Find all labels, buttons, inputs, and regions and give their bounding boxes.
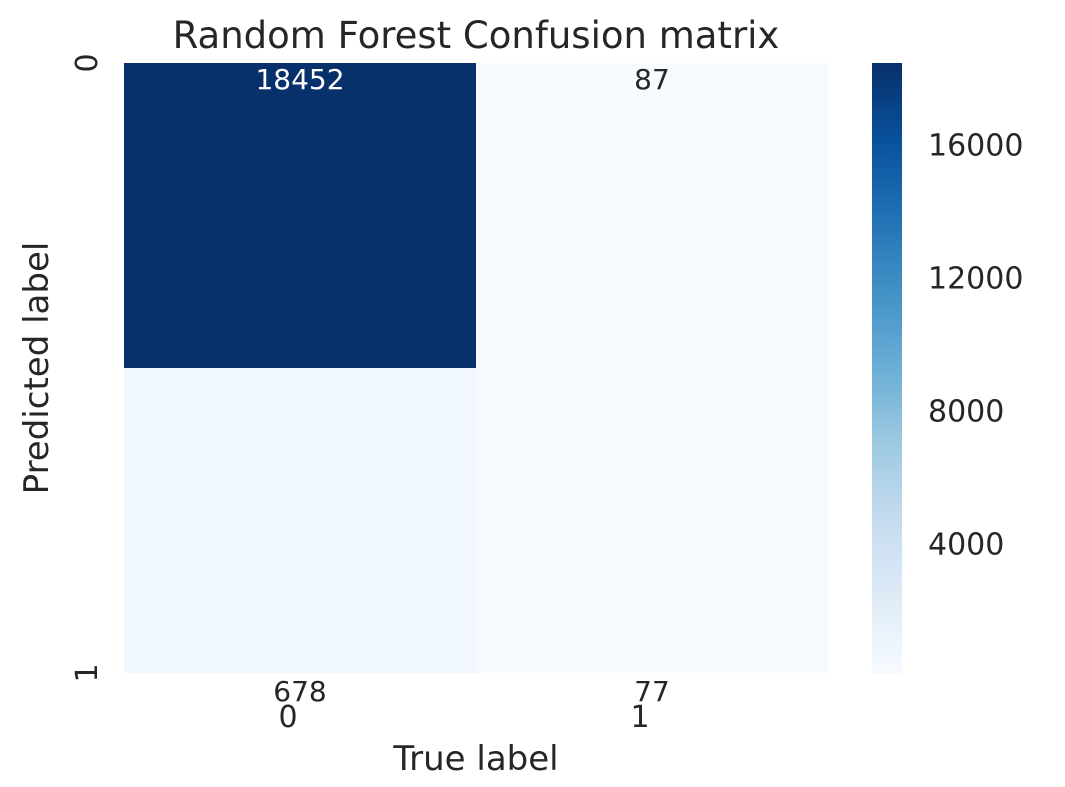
heatmap-cells	[124, 63, 828, 673]
cell-value-label: 87	[634, 63, 670, 96]
cell-value-label: 77	[634, 675, 670, 708]
y-tick-label: 0	[70, 53, 105, 72]
heatmap-cell	[124, 368, 476, 673]
chart-title: Random Forest Confusion matrix	[173, 14, 780, 57]
colorbar-tick-label: 16000	[928, 129, 1023, 164]
colorbar	[872, 63, 902, 674]
x-tick-label: 1	[630, 700, 649, 735]
cell-value-label: 18452	[255, 63, 344, 96]
heatmap-cell	[476, 368, 828, 673]
colorbar-tick-label: 12000	[928, 262, 1023, 297]
y-tick-labels: 01	[70, 53, 105, 682]
colorbar-tick-labels: 4000 8000 12000 16000	[928, 129, 1023, 563]
heatmap-cell	[124, 63, 476, 368]
y-axis-label: Predicted label	[17, 242, 57, 495]
x-tick-label: 0	[278, 700, 297, 735]
y-tick-label: 1	[70, 663, 105, 682]
colorbar-tick-label: 8000	[928, 395, 1004, 430]
cell-value-label: 678	[273, 675, 326, 708]
x-axis-label: True label	[392, 739, 558, 779]
heatmap-value-labels: 18452 87 678 77	[255, 63, 669, 708]
heatmap-cell	[476, 63, 828, 368]
colorbar-tick-label: 4000	[928, 528, 1004, 563]
